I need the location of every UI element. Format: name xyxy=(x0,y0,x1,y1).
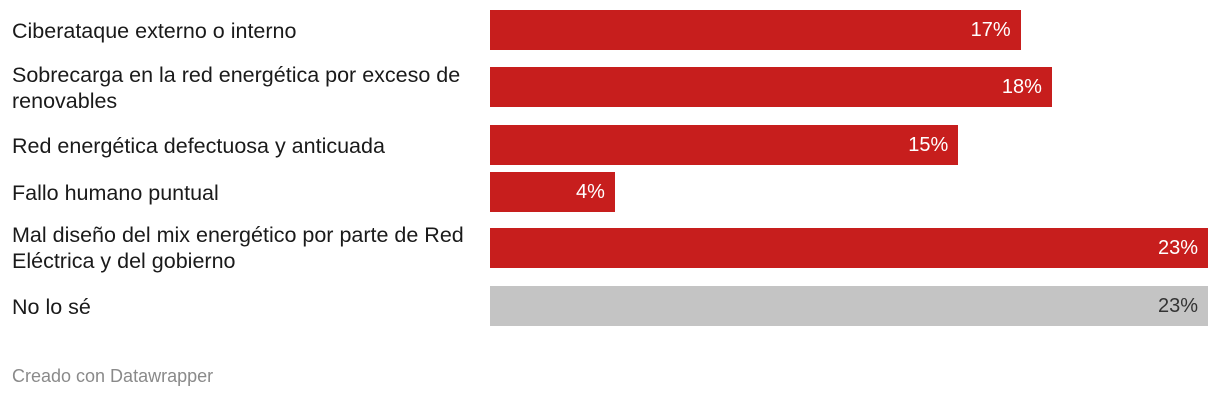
category-label: No lo sé xyxy=(12,295,91,319)
value-label: 18% xyxy=(1001,76,1042,98)
value-label: 4% xyxy=(575,181,605,203)
category-label: Sobrecarga en la red energética por exce… xyxy=(12,63,461,113)
bar: 4% xyxy=(490,172,615,212)
bar: 18% xyxy=(490,67,1052,107)
category-label: Mal diseño del mix energético por parte … xyxy=(12,223,464,273)
category-label: Red energética defectuosa y anticuada xyxy=(12,134,385,158)
category-label: Fallo humano puntual xyxy=(12,181,219,205)
value-label: 23% xyxy=(1157,237,1198,259)
bar-chart: Ciberataque externo o interno 17% Sobrecar… xyxy=(12,10,1208,326)
bar: 15% xyxy=(490,125,959,165)
value-label: 15% xyxy=(908,134,949,156)
value-label: 23% xyxy=(1157,295,1198,317)
category-label: Ciberataque externo o interno xyxy=(12,19,297,43)
bar: 23% xyxy=(490,286,1208,326)
bar: 17% xyxy=(490,10,1021,50)
bar: 23% xyxy=(490,228,1208,268)
value-label: 17% xyxy=(970,19,1011,41)
footer-credit: Creado con Datawrapper xyxy=(12,366,214,386)
